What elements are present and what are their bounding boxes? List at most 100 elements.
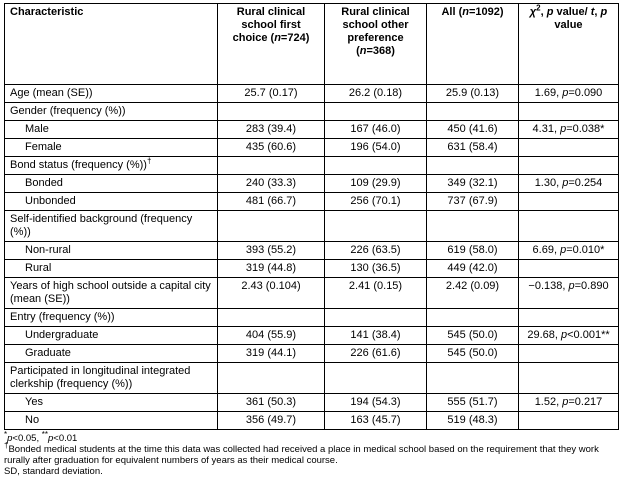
header-text: ,: [594, 6, 601, 18]
value-cell: [217, 156, 325, 175]
table-row: No 356 (49.7) 163 (45.7) 519 (48.3): [4, 411, 619, 430]
label-cell: Female: [4, 138, 218, 157]
row-label: Male: [25, 123, 49, 135]
value-cell: 361 (50.3): [217, 393, 325, 412]
footnote: SD, standard deviation.: [4, 466, 618, 477]
value-cell: 2.41 (0.15): [324, 277, 427, 309]
stat-text: 1.30,: [534, 177, 563, 189]
table-row: Non-rural 393 (55.2) 226 (63.5) 619 (58.0) 6…: [4, 241, 619, 260]
header-cell: All (n=1092): [426, 3, 519, 85]
header-text: =368): [366, 45, 395, 57]
cell-value: 737 (67.9): [447, 195, 498, 207]
footnote: *p<0.05, **p<0.01: [4, 429, 618, 444]
row-label: Non-rural: [25, 244, 71, 256]
stat-text: 1.52,: [534, 396, 563, 408]
header-text: Characteristic: [10, 6, 84, 18]
stat-cell: [518, 156, 619, 175]
header-text: Rural clinical school other preference (: [341, 6, 410, 57]
header-cell: Rural clinical school first choice (n=72…: [217, 3, 325, 85]
cell-value: 25.9 (0.13): [445, 87, 500, 99]
header-cell: Characteristic: [4, 3, 218, 85]
header-text: value: [554, 19, 583, 31]
stat-cell: [518, 138, 619, 157]
stat-cell: [518, 344, 619, 363]
stat-text: 6.69,: [532, 244, 561, 256]
stat-text: −0.138,: [528, 280, 569, 292]
value-cell: 449 (42.0): [426, 259, 519, 278]
value-cell: 2.42 (0.09): [426, 277, 519, 309]
label-cell: Entry (frequency (%)): [4, 308, 218, 327]
cell-value: 194 (54.3): [350, 396, 401, 408]
header-text: =724): [280, 32, 310, 44]
label-cell: Participated in longitudinal integrated …: [4, 362, 218, 394]
cell-value: 226 (63.5): [350, 244, 401, 256]
value-cell: 130 (36.5): [324, 259, 427, 278]
table-row: Bonded 240 (33.3) 109 (29.9) 349 (32.1) 1.30…: [4, 174, 619, 193]
cell-value: 25.7 (0.17): [244, 87, 298, 99]
row-label: Self-identified background (frequency (%…: [10, 213, 193, 238]
stat-cell: [518, 210, 619, 242]
cell-value: 163 (45.7): [350, 414, 401, 426]
cell-value: 449 (42.0): [447, 262, 498, 274]
cell-value: 256 (70.1): [350, 195, 401, 207]
label-cell: Rural: [4, 259, 218, 278]
row-label: No: [25, 414, 40, 426]
row-label: Gender (frequency (%)): [10, 105, 126, 117]
footnote: †Bonded medical students at the time thi…: [4, 440, 618, 466]
table-body: Age (mean (SE)) 25.7 (0.17) 26.2 (0.18) 25.…: [4, 84, 619, 430]
table-row: Years of high school outside a capital c…: [4, 277, 619, 309]
value-cell: 481 (66.7): [217, 192, 325, 211]
value-cell: 141 (38.4): [324, 326, 427, 345]
stat-cell: [518, 259, 619, 278]
value-cell: 519 (48.3): [426, 411, 519, 430]
stat-cell: [518, 192, 619, 211]
row-label: Undergraduate: [25, 329, 99, 341]
cell-value: 361 (50.3): [245, 396, 297, 408]
cell-value: 109 (29.9): [350, 177, 401, 189]
value-cell: 404 (55.9): [217, 326, 325, 345]
header-text: ,: [540, 6, 547, 18]
footnote-text: <0.05,: [12, 433, 42, 444]
footnotes: *p<0.05, **p<0.01 †Bonded medical studen…: [4, 429, 618, 477]
header-text: p: [600, 6, 608, 18]
value-cell: 226 (61.6): [324, 344, 427, 363]
stat-text: =0.890: [574, 280, 609, 292]
stat-text: =0.217: [568, 396, 603, 408]
footnote-text: †: [4, 440, 9, 450]
footnote-text: *: [4, 429, 8, 439]
stat-text: p: [562, 87, 569, 99]
stat-cell: 4.31, p=0.038*: [518, 120, 619, 139]
cell-value: 450 (41.6): [447, 123, 498, 135]
label-cell: Non-rural: [4, 241, 218, 260]
value-cell: 163 (45.7): [324, 411, 427, 430]
header-text: Rural clinical school first choice (: [232, 6, 306, 44]
header-text: All (: [441, 6, 463, 18]
cell-value: 26.2 (0.18): [348, 87, 403, 99]
value-cell: 545 (50.0): [426, 344, 519, 363]
footnote-text: Bonded medical students at the time this…: [4, 444, 599, 466]
cell-value: 167 (46.0): [350, 123, 401, 135]
value-cell: [426, 362, 519, 394]
value-cell: [324, 308, 427, 327]
table-row: Graduate 319 (44.1) 226 (61.6) 545 (50.0): [4, 344, 619, 363]
table-row: Undergraduate 404 (55.9) 141 (38.4) 545 (50…: [4, 326, 619, 345]
page: Characteristic Rural clinical school fir…: [4, 3, 619, 477]
stat-cell: 1.69, p=0.090: [518, 84, 619, 103]
value-cell: 393 (55.2): [217, 241, 325, 260]
table-row: Rural 319 (44.8) 130 (36.5) 449 (42.0): [4, 259, 619, 278]
value-cell: 349 (32.1): [426, 174, 519, 193]
value-cell: 555 (51.7): [426, 393, 519, 412]
label-cell: Gender (frequency (%)): [4, 102, 218, 121]
table-row: Entry (frequency (%)): [4, 308, 619, 327]
table-row: Female 435 (60.6) 196 (54.0) 631 (58.4): [4, 138, 619, 157]
stat-text: 1.69,: [534, 87, 563, 99]
footnote-text: p: [47, 433, 54, 444]
value-cell: 25.7 (0.17): [217, 84, 325, 103]
data-table: Characteristic Rural clinical school fir…: [4, 3, 619, 430]
cell-value: 631 (58.4): [447, 141, 498, 153]
stat-cell: [518, 102, 619, 121]
value-cell: 226 (63.5): [324, 241, 427, 260]
table-row: Self-identified background (frequency (%…: [4, 210, 619, 242]
footnote-text: <0.01: [53, 433, 78, 444]
header-text: n: [274, 32, 281, 44]
